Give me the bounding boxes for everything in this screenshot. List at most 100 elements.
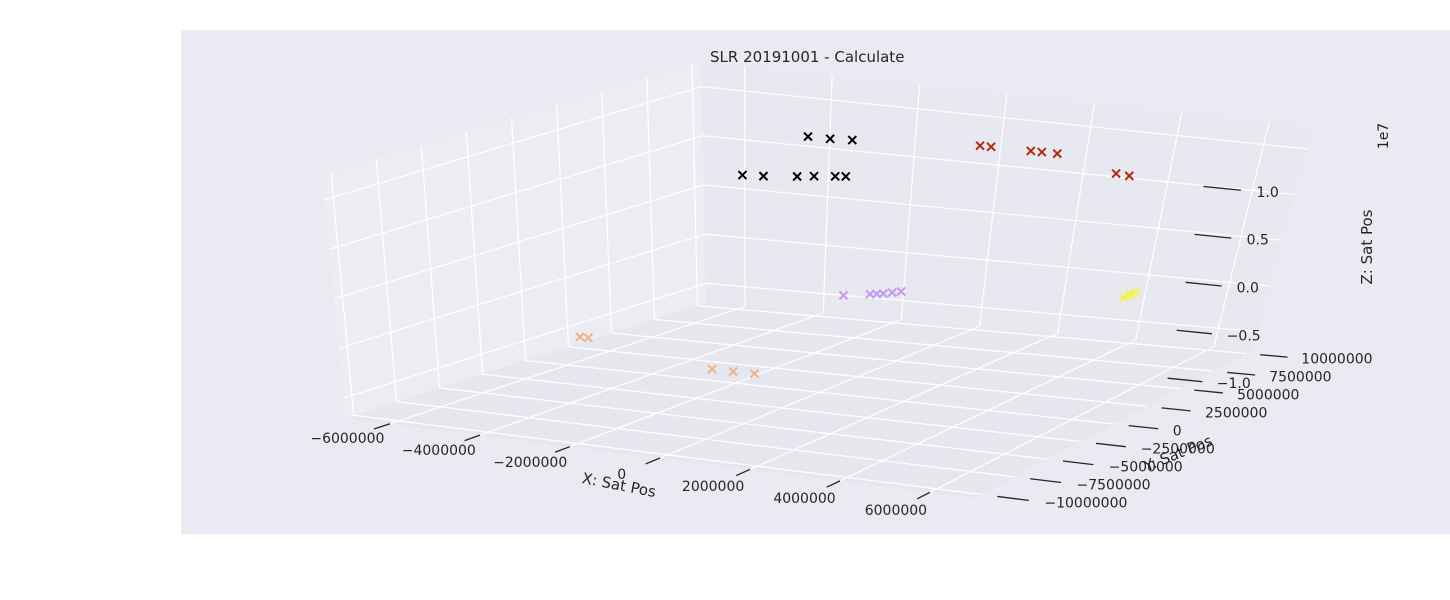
grid-y-floor — [482, 373, 1081, 443]
data-point — [841, 171, 851, 182]
z-tick-label: −1.0 — [1217, 376, 1251, 392]
grid-x-back — [1057, 103, 1096, 334]
y-tick-label: 0 — [1173, 423, 1182, 439]
grid-lines — [324, 64, 1307, 496]
z-tick-label: 0.5 — [1247, 233, 1269, 249]
data-point — [1026, 146, 1036, 156]
y-tick-label: 7500000 — [1269, 369, 1331, 385]
grid-y-left — [646, 78, 656, 320]
grid-z-back — [702, 135, 1295, 196]
x-tick — [916, 491, 931, 500]
tick-marks — [373, 185, 1288, 502]
x-tick-label: 2000000 — [682, 479, 744, 495]
chart-title: SLR 20191001 - Calculate — [710, 48, 904, 66]
z-tick-label: −0.5 — [1227, 328, 1261, 344]
data-point — [575, 332, 585, 342]
grid-y-left — [330, 172, 355, 416]
grid-z-back — [703, 184, 1283, 241]
grid-y-floor — [611, 332, 1181, 390]
tick-labels: −6000000 −4000000 −2000000 0 2000000 4000000 6… — [310, 185, 1372, 519]
grid-y-left — [691, 64, 699, 306]
z-tick-label: 1.0 — [1257, 185, 1279, 201]
x-tick-label: 4000000 — [773, 491, 835, 507]
x-tick — [464, 434, 481, 442]
x-tick — [373, 423, 391, 430]
z-axis-label: Z: Sat Pos — [1358, 209, 1376, 284]
grid-y-left — [601, 91, 613, 334]
grid-x-back — [900, 84, 921, 320]
grid-y-floor — [525, 359, 1115, 425]
grid-x-back — [978, 93, 1008, 327]
y-tick — [1227, 371, 1256, 376]
z-axis-offset-label: 1e7 — [1376, 123, 1392, 149]
data-point — [1037, 147, 1047, 157]
grid-y-left — [556, 105, 570, 347]
x-tick-label: 0 — [617, 467, 626, 483]
grid-x-back — [1213, 121, 1270, 347]
data-points — [575, 131, 1141, 379]
y-tick — [997, 495, 1029, 502]
data-point — [825, 134, 835, 144]
x-tick-label: −2000000 — [493, 455, 567, 471]
x-tick — [826, 480, 841, 488]
y-tick — [1260, 354, 1288, 358]
y-tick-label: 2500000 — [1205, 405, 1267, 421]
left-pane — [322, 62, 706, 418]
x-tick-label: −6000000 — [310, 431, 384, 447]
data-point — [830, 171, 840, 182]
grid-z-back — [705, 282, 1258, 333]
grid-y-floor — [654, 318, 1214, 372]
grid-z-left — [333, 184, 704, 300]
x-tick-label: 6000000 — [865, 503, 927, 519]
data-point — [1124, 171, 1134, 181]
data-point — [707, 364, 717, 374]
x-tick — [735, 468, 751, 477]
grid-y-floor — [353, 414, 982, 496]
data-point — [809, 171, 819, 181]
y-tick — [1128, 424, 1159, 430]
y-tick — [1030, 478, 1062, 484]
z-tick — [1203, 185, 1241, 191]
y-tick-label: −2500000 — [1141, 441, 1215, 457]
grid-y-floor — [697, 305, 1247, 355]
data-point — [896, 286, 906, 297]
grid-x-back — [822, 75, 833, 314]
data-point — [887, 287, 897, 298]
grid-z-left — [338, 233, 705, 350]
y-tick — [1161, 407, 1191, 412]
grid-y-left — [510, 118, 527, 361]
y-tick-label: 5000000 — [1237, 387, 1299, 403]
y-tick-label: −7500000 — [1077, 477, 1151, 493]
x-tick-label: −4000000 — [402, 443, 476, 459]
y-tick — [1095, 442, 1126, 448]
data-point — [737, 170, 748, 180]
grid-y-floor — [439, 387, 1048, 460]
grid-y-left — [465, 131, 484, 375]
data-point — [583, 333, 594, 343]
grid-z-back — [704, 233, 1271, 287]
data-point — [847, 135, 858, 145]
grid-y-left — [375, 158, 398, 402]
data-point — [1130, 288, 1141, 298]
grid-x-back — [1135, 112, 1183, 341]
data-point — [792, 171, 802, 182]
grid-z-left — [324, 86, 702, 201]
data-point — [758, 171, 769, 181]
data-point — [1111, 168, 1121, 179]
z-tick — [1167, 377, 1203, 383]
x-tick — [554, 445, 571, 453]
y-tick-label: −5000000 — [1109, 459, 1183, 475]
z-tick — [1185, 281, 1222, 287]
y-tick — [1194, 389, 1223, 394]
z-tick — [1194, 233, 1232, 239]
grid-y-floor — [568, 346, 1148, 407]
data-point — [838, 290, 849, 301]
data-point — [803, 131, 813, 142]
z-tick-label: 0.0 — [1237, 281, 1259, 297]
grid-y-left — [420, 145, 441, 388]
y-tick-label: −10000000 — [1044, 495, 1127, 511]
data-point — [878, 288, 888, 299]
y-tick-label: 10000000 — [1301, 351, 1372, 367]
grid-z-back — [701, 85, 1307, 150]
